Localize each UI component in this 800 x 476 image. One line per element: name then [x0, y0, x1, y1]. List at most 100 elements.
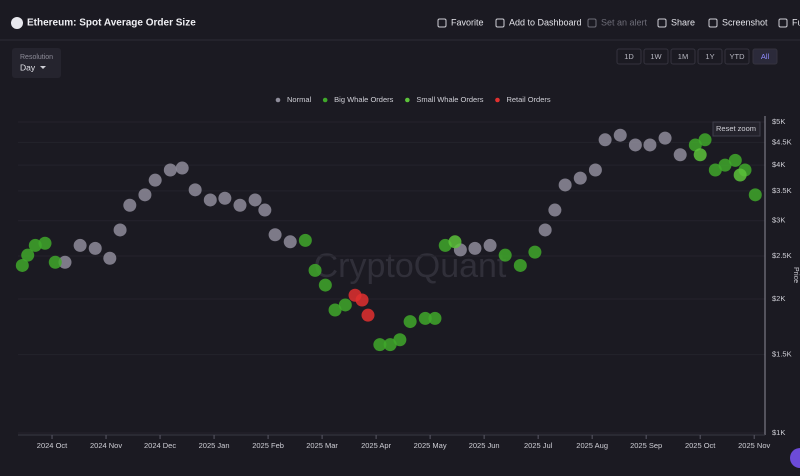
point: [233, 198, 247, 212]
action-button[interactable]: Screenshot: [722, 17, 768, 27]
action-icon: [587, 18, 597, 28]
point: [318, 278, 332, 292]
point: [693, 148, 707, 162]
x-tick-label: 2024 Nov: [90, 441, 122, 450]
reset-zoom[interactable]: Reset zoom: [716, 124, 756, 133]
point: [15, 258, 29, 272]
x-tick-label: 2025 May: [414, 441, 447, 450]
point: [338, 298, 352, 312]
point: [103, 251, 117, 265]
point: [283, 235, 297, 249]
dropdown-caret: [40, 66, 46, 69]
point: [73, 238, 87, 252]
legend-swatch: [275, 97, 281, 103]
page-title: Ethereum: Spot Average Order Size: [27, 18, 196, 29]
y-tick-label: $3K: [772, 216, 785, 225]
point: [258, 203, 272, 217]
point: [88, 241, 102, 255]
point: [28, 238, 42, 252]
range-button-bg: [670, 48, 696, 65]
point: [483, 238, 497, 252]
range-button[interactable]: 1M: [678, 52, 688, 61]
point: [558, 178, 572, 192]
y-tick-label: $2K: [772, 294, 785, 303]
y-tick-label: $2.5K: [772, 251, 792, 260]
range-button[interactable]: 1D: [624, 52, 634, 61]
x-tick-label: 2025 Nov: [738, 441, 770, 450]
point: [468, 241, 482, 255]
x-tick-label: 2025 Feb: [252, 441, 284, 450]
point: [21, 248, 35, 262]
action-icon: [437, 18, 447, 28]
resolution-box[interactable]: [12, 48, 61, 78]
eth-icon: [11, 17, 23, 29]
range-button-bg: [724, 48, 750, 65]
range-button-bg: [752, 48, 778, 65]
range-button[interactable]: 1W: [650, 52, 662, 61]
legend-label[interactable]: Small Whale Orders: [416, 95, 483, 104]
point: [383, 338, 397, 352]
point: [748, 188, 762, 202]
point: [268, 228, 282, 242]
point: [328, 303, 342, 317]
resolution-value[interactable]: Day: [20, 62, 36, 72]
legend-label[interactable]: Big Whale Orders: [334, 95, 393, 104]
x-tick-label: 2025 Jan: [199, 441, 230, 450]
x-tick-label: 2025 Sep: [630, 441, 662, 450]
point: [48, 255, 62, 269]
point: [718, 158, 732, 172]
point: [448, 235, 462, 249]
point: [175, 161, 189, 175]
point: [513, 258, 527, 272]
point: [123, 198, 137, 212]
point: [163, 163, 177, 177]
action-button[interactable]: Add to Dashboard: [509, 17, 582, 27]
point: [673, 148, 687, 162]
reset-zoom-bg[interactable]: [712, 121, 761, 137]
point: [598, 133, 612, 147]
x-tick-label: 2025 Mar: [306, 441, 338, 450]
range-buttons: 1D 1W 1M 1Y YTD All: [616, 48, 778, 65]
point: [203, 193, 217, 207]
action-button[interactable]: Fu: [792, 17, 800, 27]
point: [58, 255, 72, 269]
range-button[interactable]: 1Y: [705, 52, 714, 61]
point: [188, 183, 202, 197]
point: [355, 293, 369, 307]
point: [628, 138, 642, 152]
x-tick-label: 2025 Apr: [361, 441, 392, 450]
action-bar: Favorite Add to Dashboard Set an alert Shar…: [437, 17, 800, 28]
action-icon: [708, 18, 718, 28]
x-tick-label: 2025 Jun: [469, 441, 500, 450]
action-button[interactable]: Share: [671, 17, 695, 27]
legend-label[interactable]: Retail Orders: [506, 95, 550, 104]
legend-label[interactable]: Normal: [287, 95, 312, 104]
action-button[interactable]: Set an alert: [601, 17, 648, 27]
point: [38, 236, 52, 250]
action-icon: [657, 18, 667, 28]
y-tick-label: $1.5K: [772, 350, 792, 359]
range-button[interactable]: All: [761, 52, 770, 61]
x-tick-label: 2024 Dec: [144, 441, 176, 450]
legend: Normal Big Whale Orders Small Whale Orders…: [275, 95, 551, 104]
x-tick-label: 2025 Jul: [524, 441, 553, 450]
point: [708, 163, 722, 177]
x-tick-label: 2024 Oct: [37, 441, 68, 450]
legend-swatch: [322, 97, 328, 103]
point: [403, 315, 417, 329]
point: [528, 245, 542, 259]
point: [361, 308, 375, 322]
point: [733, 168, 747, 182]
point: [138, 188, 152, 202]
y-tick-label: $4K: [772, 160, 785, 169]
action-button[interactable]: Favorite: [451, 17, 484, 27]
range-button-bg: [616, 48, 642, 65]
point: [613, 128, 627, 142]
range-button[interactable]: YTD: [730, 52, 746, 61]
legend-swatch: [495, 97, 500, 103]
help-button[interactable]: [790, 448, 800, 468]
y-tick-label: $3.5K: [772, 186, 792, 195]
resolution-label: Resolution: [20, 54, 53, 61]
